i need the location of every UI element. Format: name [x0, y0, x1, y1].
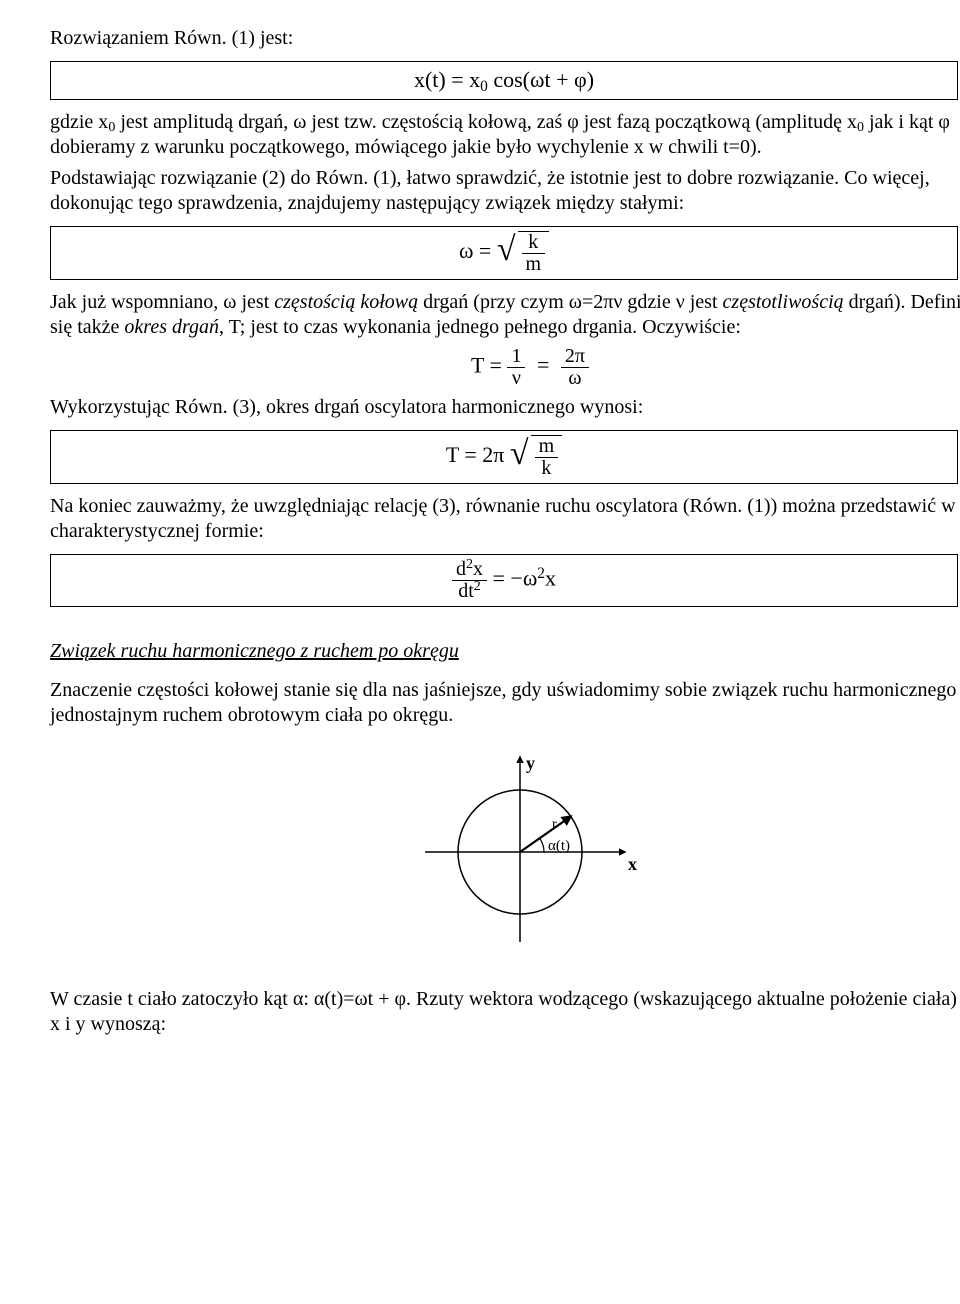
- equation-T: T = 1 ν = 2π ω: [50, 346, 960, 389]
- paragraph: gdzie x0 jest amplitudą drgań, ω jest tz…: [50, 110, 960, 160]
- text-sub: 0: [108, 120, 115, 135]
- sup: 2: [466, 557, 473, 572]
- sup: 2: [474, 579, 481, 594]
- frac-d2x: d2x dt2: [452, 559, 487, 602]
- frac-num: m: [535, 436, 559, 458]
- equation-4-row: T = 2π √ m k (4): [50, 426, 960, 488]
- radicand: m k: [531, 435, 563, 479]
- frac-num: k: [522, 232, 546, 254]
- italic-text: częstotliwością: [723, 291, 844, 313]
- diagram-svg: y x r α(t): [420, 752, 640, 952]
- radicand: k m: [518, 231, 550, 275]
- italic-text: częstością kołową: [274, 291, 418, 313]
- text: = −ω: [493, 565, 538, 590]
- text: , T; jest to czas wykonania jednego pełn…: [219, 316, 741, 338]
- svg-text:x: x: [628, 854, 637, 874]
- equals: =: [531, 352, 555, 377]
- sqrt: √ m k: [510, 435, 562, 479]
- equation-4-box: T = 2π √ m k: [50, 430, 958, 484]
- eq3-lhs: ω =: [459, 238, 491, 263]
- radical-sign: √: [510, 437, 531, 481]
- text: d: [456, 558, 466, 580]
- paragraph: Na koniec zauważmy, że uwzględniając rel…: [50, 494, 960, 544]
- radical-sign: √: [497, 233, 518, 277]
- equation-2-row: x(t) = x0 cos(ωt + φ) (2): [50, 57, 960, 104]
- svg-text:r: r: [552, 816, 557, 832]
- page-number: 2: [50, 1077, 960, 1100]
- sqrt: √ k m: [497, 231, 549, 275]
- text: drgań (przy czym ω=2πν gdzie ν jest: [418, 291, 722, 313]
- equation-3-box: ω = √ k m: [50, 226, 958, 280]
- frac-den: ω: [561, 368, 589, 389]
- frac-num: 2π: [561, 346, 589, 368]
- sup: 2: [537, 565, 545, 582]
- section-heading: Związek ruchu harmonicznego z ruchem po …: [50, 639, 960, 664]
- equation-3-row: ω = √ k m (3): [50, 222, 960, 284]
- paragraph: Rozwiązaniem Równ. (1) jest:: [50, 26, 960, 51]
- equation-2-box: x(t) = x0 cos(ωt + φ): [50, 61, 958, 100]
- text: x: [473, 558, 483, 580]
- svg-text:α(t): α(t): [548, 838, 570, 854]
- text: Jak już wspomniano, ω jest: [50, 291, 274, 313]
- paragraph: Podstawiając rozwiązanie (2) do Równ. (1…: [50, 166, 960, 216]
- svg-text:y: y: [526, 753, 535, 773]
- paragraph: W czasie t ciało zatoczyło kąt α: α(t)=ω…: [50, 987, 960, 1037]
- text: jest amplitudą drgań, ω jest tzw. często…: [115, 111, 857, 133]
- paragraph: Wykorzystując Równ. (3), okres drgań osc…: [50, 395, 960, 420]
- eqT-lhs: T =: [471, 352, 502, 377]
- text: gdzie x: [50, 111, 108, 133]
- frac-den: m: [522, 254, 546, 275]
- equation-5-box: d2x dt2 = −ω2x: [50, 554, 958, 607]
- italic-text: okres drgań: [124, 316, 219, 338]
- paragraph: Jak już wspomniano, ω jest częstością ko…: [50, 290, 960, 340]
- eq4-lhs: T = 2π: [446, 442, 505, 467]
- frac-num: 1: [507, 346, 525, 368]
- frac-den: dt2: [452, 581, 487, 602]
- frac-den: k: [535, 458, 559, 479]
- text: x: [545, 565, 556, 590]
- text: dt: [458, 580, 474, 602]
- eq2-tail: cos(ωt + φ): [488, 67, 594, 92]
- frac-num: d2x: [452, 559, 487, 581]
- circle-diagram: y x r α(t): [50, 752, 960, 959]
- eq2-sub: 0: [480, 78, 488, 95]
- frac-1nu: 1 ν: [507, 346, 525, 389]
- eq2-lhs: x(t) = x: [414, 67, 480, 92]
- equation-5-row: d2x dt2 = −ω2x (5): [50, 550, 960, 611]
- frac-den: ν: [507, 368, 525, 389]
- text-sub: 0: [857, 120, 864, 135]
- frac-2piomega: 2π ω: [561, 346, 589, 389]
- paragraph: Znaczenie częstości kołowej stanie się d…: [50, 678, 960, 728]
